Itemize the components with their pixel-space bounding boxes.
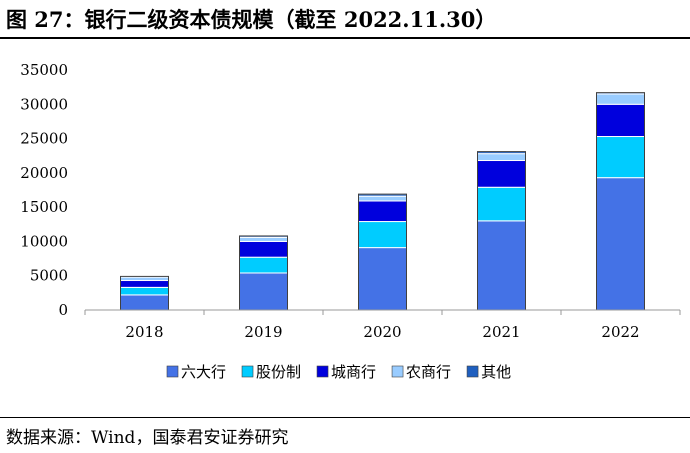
stacked-bar-chart: 0 5000 10000 15000 20000 25000 30000 35000 2018… xyxy=(20,61,681,381)
legend-label-2: 城商行 xyxy=(331,363,376,381)
y-tick-label: 25000 xyxy=(20,130,68,148)
bar-segment-2021-0 xyxy=(477,220,526,311)
legend: 六大行 股份制 城商行 农商行 其他 xyxy=(166,363,511,381)
x-tick-label-2022: 2022 xyxy=(601,323,639,341)
y-tick-label: 10000 xyxy=(20,232,68,250)
source-divider xyxy=(0,417,690,418)
y-tick-label: 30000 xyxy=(20,95,68,113)
bar-segment-2018-1 xyxy=(120,286,169,296)
bar-segment-2022-3 xyxy=(596,93,645,105)
legend-swatch-1 xyxy=(241,365,254,378)
bar-segment-2021-1 xyxy=(477,186,526,222)
title-divider xyxy=(0,37,690,39)
y-tick-label: 5000 xyxy=(30,267,68,285)
x-tick-label-2018: 2018 xyxy=(125,323,163,341)
bars xyxy=(120,92,645,311)
y-axis: 0 5000 10000 15000 20000 25000 30000 35000 xyxy=(20,61,68,319)
bar-segment-2022-1 xyxy=(596,136,645,179)
legend-label-1: 股份制 xyxy=(256,363,301,381)
chart-title: 图 27：银行二级资本债规模（截至 2022.11.30） xyxy=(6,7,497,32)
x-tick-label-2021: 2021 xyxy=(482,323,520,341)
legend-swatch-4 xyxy=(466,365,479,378)
bar-segment-2019-2 xyxy=(239,240,288,258)
bar-segment-2019-0 xyxy=(239,272,288,311)
bar-segment-2021-3 xyxy=(477,153,526,162)
bar-segment-2021-2 xyxy=(477,160,526,188)
y-tick-label: 0 xyxy=(58,301,68,319)
y-tick-label: 15000 xyxy=(20,198,68,216)
y-tick-label: 35000 xyxy=(20,61,68,79)
legend-swatch-3 xyxy=(391,365,404,378)
bar-segment-2019-1 xyxy=(239,256,288,274)
legend-swatch-0 xyxy=(166,365,179,378)
legend-label-3: 农商行 xyxy=(406,363,451,381)
x-tick-label-2019: 2019 xyxy=(244,323,282,341)
bar-segment-2020-1 xyxy=(358,221,407,249)
bar-segment-2022-0 xyxy=(596,177,645,311)
legend-label-4: 其他 xyxy=(481,363,511,381)
x-axis: 2018 2019 2020 2021 2022 xyxy=(84,310,681,341)
bar-segment-2018-2 xyxy=(120,280,169,288)
bar-segment-2018-0 xyxy=(120,294,169,311)
legend-label-0: 六大行 xyxy=(181,363,226,381)
bar-segment-2018-3 xyxy=(120,276,169,282)
bar-segment-2020-2 xyxy=(358,200,407,223)
bar-segment-2019-3 xyxy=(239,236,288,242)
bar-segment-2022-2 xyxy=(596,103,645,138)
y-tick-label: 20000 xyxy=(20,164,68,182)
legend-swatch-2 xyxy=(316,365,329,378)
bar-segment-2020-0 xyxy=(358,247,407,311)
source-note: 数据来源：Wind，国泰君安证券研究 xyxy=(6,428,289,448)
x-tick-label-2020: 2020 xyxy=(363,323,401,341)
bar-segment-2020-3 xyxy=(358,195,407,202)
